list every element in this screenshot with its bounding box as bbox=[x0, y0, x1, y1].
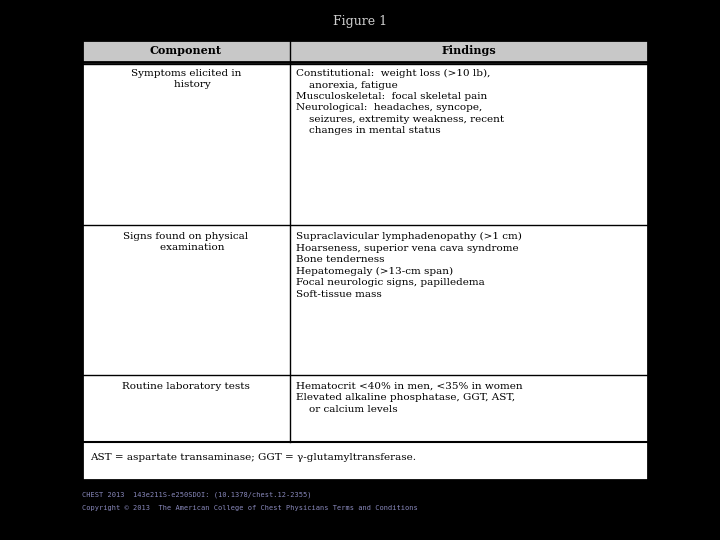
Text: Component: Component bbox=[150, 45, 222, 57]
Text: Findings: Findings bbox=[441, 45, 496, 57]
Text: Symptoms elicited in
    history: Symptoms elicited in history bbox=[131, 69, 241, 90]
Text: Hematocrit <40% in men, <35% in women
Elevated alkaline phosphatase, GGT, AST,
 : Hematocrit <40% in men, <35% in women El… bbox=[296, 382, 523, 414]
Bar bbox=[82, 40, 648, 480]
Bar bbox=[82, 40, 648, 62]
Bar bbox=[82, 375, 648, 442]
Text: Signs found on physical
    examination: Signs found on physical examination bbox=[123, 232, 248, 252]
Text: CHEST 2013  143e211S-e250SDOI: (10.1378/chest.12-2355): CHEST 2013 143e211S-e250SDOI: (10.1378/c… bbox=[82, 492, 312, 498]
Bar bbox=[82, 225, 648, 375]
Text: Copyright © 2013  The American College of Chest Physicians Terms and Conditions: Copyright © 2013 The American College of… bbox=[82, 505, 418, 511]
Text: AST = aspartate transaminase; GGT = γ-glutamyltransferase.: AST = aspartate transaminase; GGT = γ-gl… bbox=[90, 453, 416, 462]
Bar bbox=[82, 62, 648, 225]
Bar bbox=[82, 442, 648, 480]
Text: Routine laboratory tests: Routine laboratory tests bbox=[122, 382, 250, 391]
Text: Supraclavicular lymphadenopathy (>1 cm)
Hoarseness, superior vena cava syndrome
: Supraclavicular lymphadenopathy (>1 cm) … bbox=[296, 232, 522, 299]
Text: Figure 1: Figure 1 bbox=[333, 15, 387, 28]
Text: Constitutional:  weight loss (>10 lb),
    anorexia, fatigue
Musculoskeletal:  f: Constitutional: weight loss (>10 lb), an… bbox=[296, 69, 504, 136]
